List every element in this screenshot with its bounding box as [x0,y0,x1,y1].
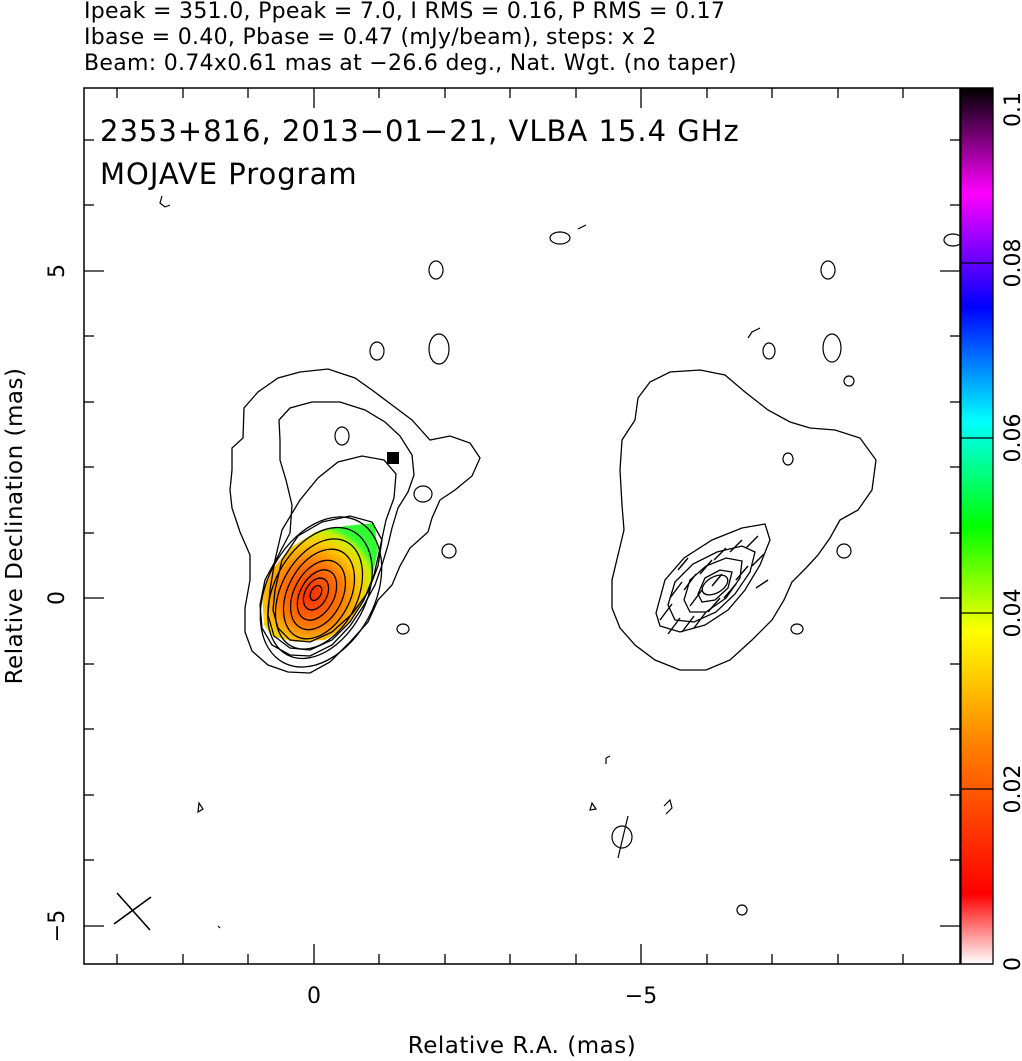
noise-contours-right [217,233,960,929]
y-tick-label-2: −5 [45,910,70,942]
colorbar-label-5: 0.1 [1001,92,1022,127]
y-tick-label-0: 5 [45,264,70,278]
colorbar-label-3: 0.06 [1001,414,1022,463]
x-tick-label-1: −5 [625,984,657,1009]
map-content [113,195,960,931]
beam-cross [113,892,152,931]
noise-contours-left [159,195,587,814]
chart-subtitle: MOJAVE Program [100,157,358,191]
evpa-sticks [659,535,769,635]
colorbar-label-1: 0.02 [1001,765,1022,814]
colorbar-label-0: 0 [1001,957,1022,971]
axis-ticks [84,88,960,964]
colorbar-label-4: 0.08 [1001,239,1022,288]
left-contours [229,368,481,674]
colorbar-label-2: 0.04 [1001,589,1022,638]
core-marker [387,452,399,464]
header-line-2: Ibase = 0.40, Pbase = 0.47 (mJy/beam), s… [84,25,657,50]
y-tick-label-1: 0 [45,591,70,605]
chart-title: 2353+816, 2013−01−21, VLBA 15.4 GHz [100,114,740,148]
x-axis-label: Relative R.A. (mas) [408,1033,636,1059]
y-axis-label: Relative Declination (mas) [2,368,28,685]
right-contours [611,369,877,671]
colorbar-ticks [961,87,993,965]
plot-frame [83,87,961,965]
header-line-1: Ipeak = 351.0, Ppeak = 7.0, I RMS = 0.16… [84,0,726,24]
x-tick-label-0: 0 [307,984,321,1009]
header-line-3: Beam: 0.74x0.61 mas at −26.6 deg., Nat. … [84,51,737,76]
colorbar [961,88,993,964]
